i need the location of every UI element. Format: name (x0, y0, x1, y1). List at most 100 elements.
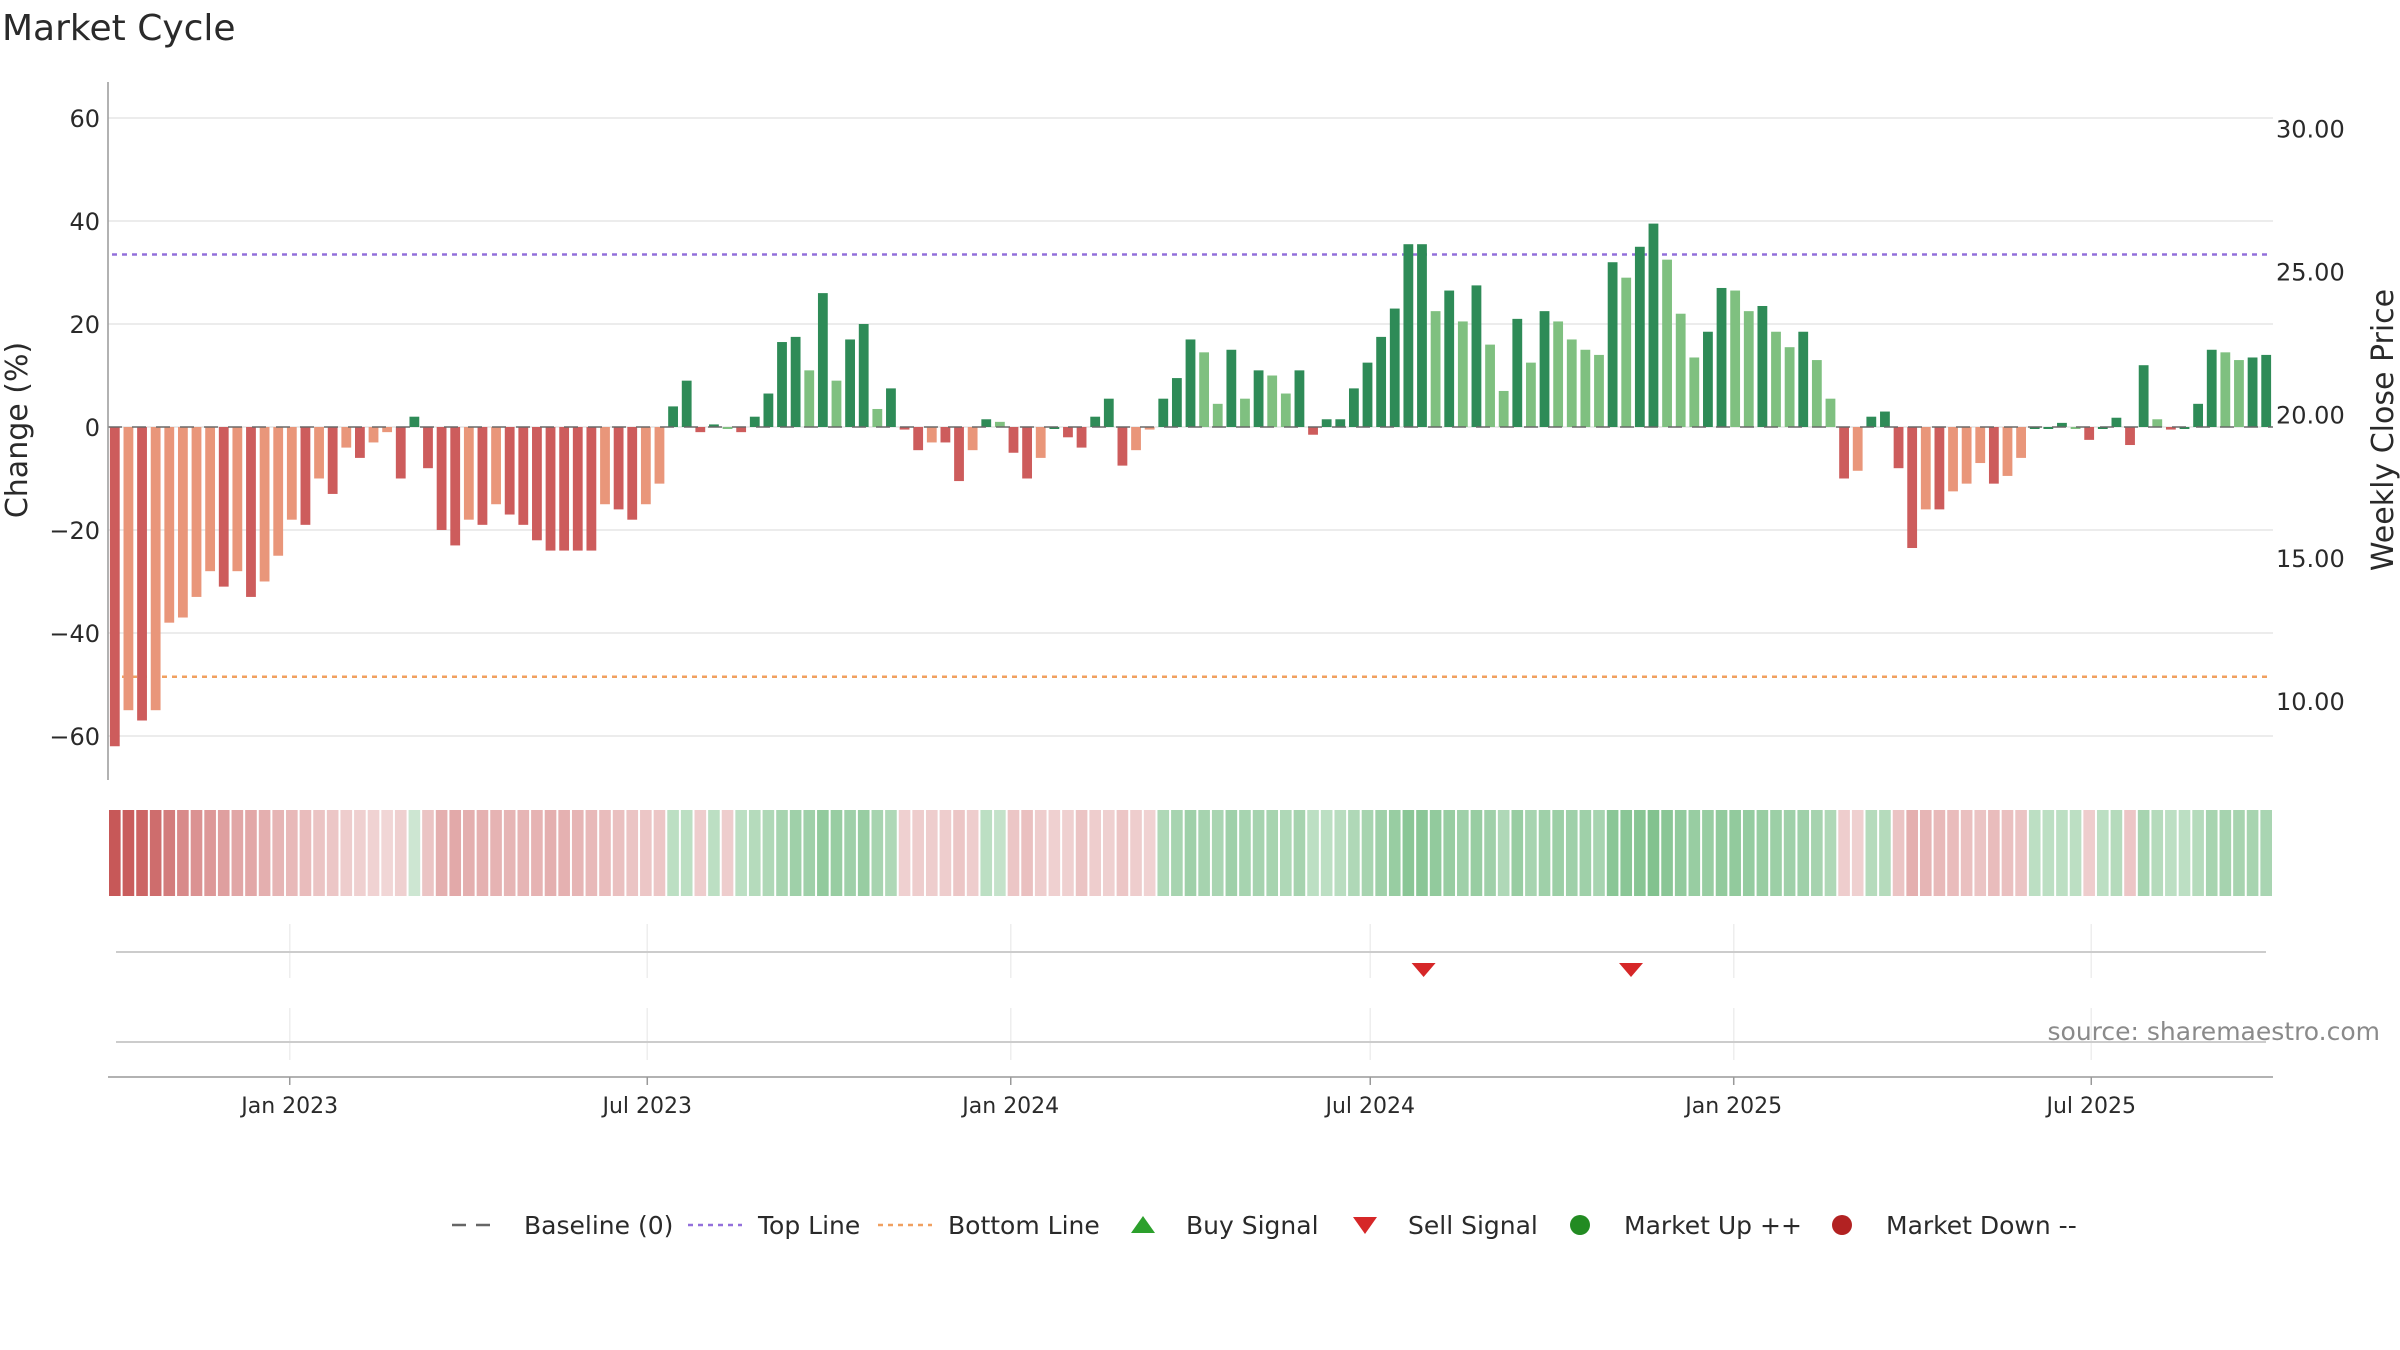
bar (341, 427, 352, 448)
bar (600, 427, 610, 505)
strength-cell (612, 810, 625, 896)
legend-item: Top Line (688, 1211, 860, 1240)
strength-cell (2205, 810, 2218, 896)
y2-axis: 30.00 25.00 20.00 15.00 10.00 (2276, 115, 2345, 716)
bar (627, 427, 638, 520)
strength-cell (599, 810, 611, 896)
bar (2111, 417, 2122, 427)
legend-label: Sell Signal (1408, 1211, 1538, 1240)
y-axis-label: Change (%) (0, 342, 35, 518)
bar (2261, 354, 2272, 427)
bar (1757, 305, 1768, 427)
bar (1880, 411, 1890, 427)
bar (1389, 308, 1400, 427)
bar (1743, 311, 1754, 427)
strength-cell (1089, 810, 1101, 896)
legend-item: Buy Signal (1131, 1211, 1319, 1240)
legend-label: Market Up ++ (1624, 1211, 1802, 1240)
strength-cell (1606, 810, 1619, 896)
bar (994, 421, 1005, 427)
strength-cell (149, 810, 162, 896)
bar (1771, 331, 1781, 427)
strength-cell (2137, 810, 2150, 896)
bar (491, 427, 501, 505)
bar (246, 427, 256, 597)
strength-cell (2028, 810, 2041, 896)
bar (1675, 313, 1686, 427)
bar (2206, 349, 2217, 427)
bar (926, 427, 937, 443)
strength-cell (367, 810, 380, 896)
bar (695, 427, 706, 433)
strength-cell (1620, 810, 1633, 896)
x-tick-label: Jul 2024 (1323, 1094, 1415, 1119)
strength-cell (857, 810, 870, 896)
bar (1103, 398, 1114, 427)
strength-cell (1525, 810, 1537, 896)
bar (205, 427, 216, 572)
bar (1975, 427, 1986, 464)
bar (1594, 354, 1604, 427)
bar (191, 427, 202, 597)
bar (1063, 427, 1073, 438)
strength-cell (381, 810, 393, 896)
strength-cell (1307, 810, 1319, 896)
bar (1662, 259, 1672, 427)
bar (1253, 370, 1264, 427)
bar (1621, 277, 1632, 427)
bar (1008, 427, 1019, 453)
bar (1022, 427, 1033, 479)
bar (259, 427, 270, 582)
bar (463, 427, 474, 520)
bar (2193, 403, 2204, 427)
legend-swatch (1353, 1217, 1377, 1234)
strength-cell (1593, 810, 1605, 896)
strength-cell (1552, 810, 1564, 896)
bar (123, 427, 134, 711)
reference-lines (112, 253, 2270, 678)
bar (1171, 378, 1182, 427)
bar (1539, 311, 1550, 427)
bar (1580, 349, 1591, 427)
legend-label: Bottom Line (948, 1211, 1100, 1240)
strength-cell (109, 810, 121, 896)
bar (518, 427, 529, 525)
legend-swatch (1832, 1215, 1852, 1235)
bar (1730, 290, 1741, 427)
strength-cell (830, 810, 843, 896)
strength-cell (1048, 810, 1061, 896)
bar (477, 427, 488, 525)
bar (831, 380, 842, 427)
strength-cell (122, 810, 135, 896)
strength-cell (245, 810, 257, 896)
strength-cell (1811, 810, 1823, 896)
strength-cell (1797, 810, 1810, 896)
legend-label: Baseline (0) (524, 1211, 673, 1240)
bar (314, 427, 324, 479)
strength-cell (449, 810, 462, 896)
y2-tick-label: 25.00 (2276, 259, 2345, 287)
bar (355, 427, 365, 458)
y-tick-label: 40 (69, 208, 100, 236)
strength-cell (1334, 810, 1347, 896)
strength-cell (272, 810, 285, 896)
strength-cell (2260, 810, 2272, 896)
strength-cell (1143, 810, 1156, 896)
strength-cell (190, 810, 203, 896)
strength-cell (2001, 810, 2014, 896)
bar (504, 427, 515, 515)
bar (654, 427, 665, 484)
bar (722, 427, 733, 429)
strength-cell (1565, 810, 1578, 896)
bar (804, 370, 815, 427)
strength-cell (204, 810, 216, 896)
bar (1866, 416, 1877, 427)
bar (886, 388, 896, 427)
bar (1948, 427, 1958, 492)
strength-cell (2246, 810, 2259, 896)
legend-item: Market Up ++ (1570, 1211, 1802, 1240)
strength-cell (217, 810, 230, 896)
strength-cell (966, 810, 979, 896)
bar (1308, 427, 1318, 435)
strength-cell (517, 810, 530, 896)
